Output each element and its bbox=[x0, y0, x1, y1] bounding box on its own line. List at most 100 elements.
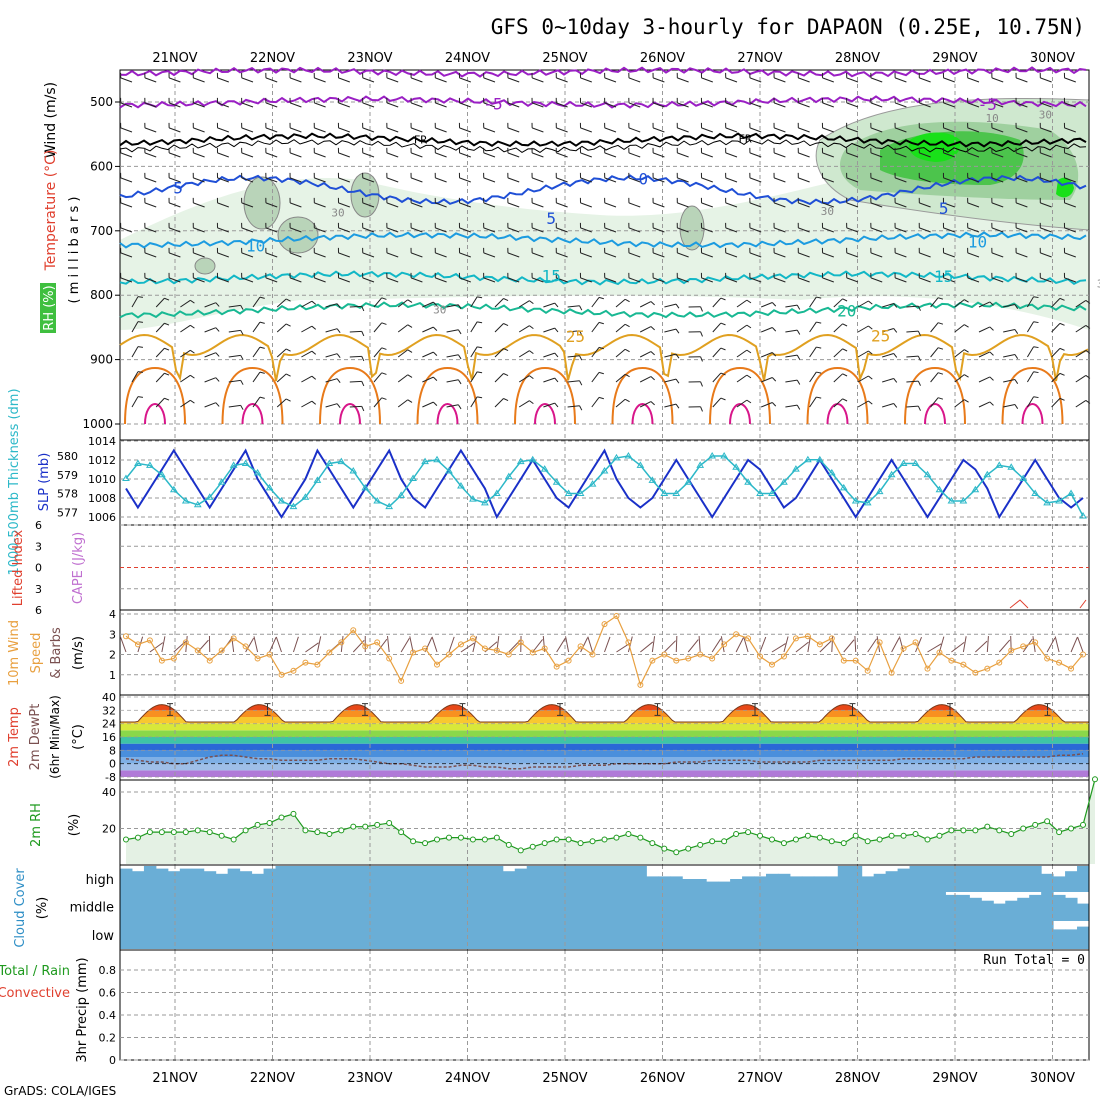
wind-barb bbox=[144, 227, 157, 233]
wind-barb-flag bbox=[1033, 296, 1039, 299]
wind10m-point bbox=[1056, 659, 1063, 666]
wind-barb bbox=[131, 321, 139, 333]
wind-barb bbox=[749, 227, 762, 233]
rh2m-point bbox=[434, 836, 441, 843]
wind-barb bbox=[228, 379, 241, 383]
cloud-bar-low bbox=[945, 921, 958, 949]
wind-barb-flag bbox=[285, 298, 291, 302]
wind-barb bbox=[736, 324, 748, 333]
wind-barb bbox=[664, 353, 677, 358]
wind10m-barb bbox=[580, 637, 589, 653]
cloud-bar-middle bbox=[227, 892, 241, 921]
wind-barb bbox=[701, 202, 713, 208]
thickness-point bbox=[851, 497, 860, 504]
wind10m-point bbox=[721, 641, 728, 648]
wind-barb-flag bbox=[381, 322, 387, 325]
wind-barb bbox=[1040, 77, 1052, 83]
wind-barb bbox=[677, 252, 689, 258]
wind-barb-flag bbox=[720, 347, 726, 351]
cloud-bar-high bbox=[191, 868, 205, 892]
wind10m-barb bbox=[245, 637, 255, 653]
wind-barb bbox=[1015, 77, 1028, 83]
wind10m-point bbox=[158, 657, 165, 664]
wind-barb bbox=[144, 102, 157, 108]
wind10m-point bbox=[266, 651, 273, 658]
wind-barb-flag bbox=[503, 373, 509, 376]
wind10m-barb bbox=[400, 638, 410, 653]
cloud-bar-high bbox=[921, 866, 934, 892]
cloud-bar-high bbox=[981, 866, 994, 892]
wind-barb bbox=[761, 327, 773, 333]
wind-barb-flag bbox=[503, 323, 509, 326]
cloud-bar-middle bbox=[454, 892, 468, 921]
wind10m-point bbox=[529, 649, 536, 656]
wind10m-point bbox=[673, 657, 680, 664]
wind10m-barb bbox=[854, 635, 857, 653]
cloud-bar-middle bbox=[131, 892, 145, 921]
rh2m-point bbox=[840, 840, 847, 847]
temp-band bbox=[120, 750, 1089, 757]
wind10m-point bbox=[984, 665, 991, 672]
temperature-contour bbox=[119, 174, 1087, 206]
wind-barb bbox=[543, 302, 555, 308]
wind-barb-flag bbox=[311, 300, 317, 305]
wind-barb-flag bbox=[598, 371, 604, 375]
wind-barb bbox=[446, 404, 459, 408]
temp-ylabel: Temperature (°C) bbox=[43, 150, 59, 272]
cloud-bar-high bbox=[299, 866, 312, 892]
cloud-bar-high bbox=[407, 866, 420, 892]
cloud-bar-low bbox=[1005, 921, 1018, 949]
rh2m-point bbox=[613, 834, 620, 841]
wind-barb bbox=[591, 372, 600, 383]
wind-barb bbox=[1003, 354, 1016, 358]
wind-barb bbox=[846, 252, 859, 258]
li-tick-label: 0 bbox=[35, 562, 42, 575]
cloud-bar-low bbox=[179, 921, 193, 949]
wind-barb-flag bbox=[457, 354, 462, 360]
wind10m-point bbox=[469, 635, 476, 642]
wind10m-point bbox=[697, 651, 704, 658]
cloud-bar-low bbox=[586, 921, 600, 949]
wind-barb bbox=[265, 177, 278, 183]
rh2m-point bbox=[362, 823, 369, 830]
rh2m-point bbox=[804, 832, 811, 839]
wind-barb bbox=[168, 77, 181, 83]
wind-barb-flag bbox=[259, 371, 265, 374]
wind-barb bbox=[978, 326, 991, 333]
wind10m-barb bbox=[938, 636, 945, 653]
rh2m-point bbox=[792, 836, 799, 843]
wind-barb bbox=[289, 77, 302, 83]
wind-barb bbox=[943, 252, 955, 258]
rh2m-point bbox=[445, 834, 452, 841]
wind-barb-flag bbox=[917, 405, 921, 411]
cloud-bar-low bbox=[227, 921, 241, 949]
wind-barb-flag bbox=[1014, 404, 1019, 409]
rh2m-tick-label: 20 bbox=[102, 823, 116, 836]
rh2m-point bbox=[182, 829, 189, 836]
wind-barb-flag bbox=[457, 304, 462, 310]
thickness-point bbox=[540, 465, 549, 472]
wind10m-barb bbox=[891, 637, 900, 653]
wind-barb bbox=[144, 152, 157, 158]
thickness-point bbox=[265, 483, 274, 491]
wind-barb bbox=[894, 252, 907, 258]
cloud-bar-high bbox=[694, 879, 707, 892]
wind-barb-flag bbox=[457, 329, 462, 335]
wind-barb bbox=[459, 252, 471, 258]
cloud-bar-low bbox=[167, 921, 181, 949]
wind-barb-flag bbox=[624, 323, 630, 328]
wind-barb-flag bbox=[1059, 397, 1065, 401]
wind-barb bbox=[894, 77, 907, 83]
wind-barb bbox=[556, 252, 568, 258]
cloud-bar-middle bbox=[646, 892, 659, 921]
wind-barb bbox=[252, 321, 261, 333]
rh2m-point bbox=[1068, 825, 1075, 832]
cloud-bar-high bbox=[586, 866, 600, 892]
wind10m-point bbox=[649, 657, 656, 664]
wind-barb bbox=[677, 77, 689, 83]
wind-barb bbox=[301, 350, 313, 358]
cloud-bar-middle bbox=[813, 892, 827, 921]
wind10m-point bbox=[338, 639, 345, 646]
